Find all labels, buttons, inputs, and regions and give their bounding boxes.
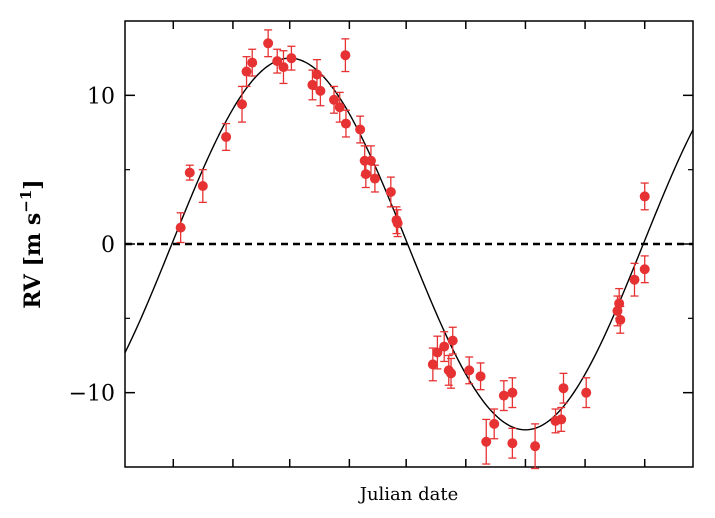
data-point: [439, 331, 450, 363]
data-marker: [385, 186, 396, 197]
data-marker: [530, 441, 541, 452]
data-marker: [355, 124, 366, 135]
data-marker: [639, 264, 650, 275]
y-axis-title: RV [m s−1]: [17, 179, 46, 308]
y-axis-title-sup: −1: [17, 190, 35, 213]
data-point: [175, 212, 186, 244]
data-marker: [447, 335, 458, 346]
data-point: [247, 48, 258, 77]
data-marker: [556, 414, 567, 425]
data-marker: [360, 169, 371, 180]
data-point: [481, 418, 492, 465]
data-point: [237, 85, 248, 123]
data-marker: [340, 50, 351, 61]
data-point: [184, 164, 195, 181]
data-marker: [446, 368, 457, 379]
data-point: [556, 406, 567, 432]
data-point: [432, 335, 443, 370]
data-point: [530, 423, 541, 470]
data-point: [581, 377, 592, 409]
data-marker: [489, 418, 500, 429]
data-marker: [184, 167, 195, 178]
data-marker: [237, 99, 248, 110]
data-marker: [272, 56, 283, 67]
data-point: [392, 209, 403, 238]
data-point: [355, 115, 366, 144]
data-marker: [315, 85, 326, 96]
data-point: [498, 380, 509, 412]
data-marker: [481, 436, 492, 447]
data-point: [278, 50, 289, 85]
data-point: [241, 56, 252, 88]
data-point: [365, 145, 376, 177]
data-point: [464, 356, 475, 385]
data-point: [221, 122, 232, 151]
model-curve: [124, 57, 694, 431]
data-marker: [507, 438, 518, 449]
data-marker: [581, 387, 592, 398]
data-marker: [307, 79, 318, 90]
data-point: [507, 427, 518, 459]
data-point: [263, 29, 274, 58]
data-marker: [639, 191, 650, 202]
data-marker: [263, 38, 274, 49]
data-marker: [498, 390, 509, 401]
data-point: [639, 182, 650, 211]
data-point: [629, 262, 640, 297]
data-point: [475, 362, 486, 391]
data-marker: [439, 341, 450, 352]
x-axis-title: Julian date: [358, 484, 459, 505]
y-tick-label: −10: [69, 382, 115, 407]
data-marker: [221, 131, 232, 142]
data-marker: [558, 383, 569, 394]
data-point: [369, 164, 380, 193]
data-marker: [278, 62, 289, 73]
data-marker: [507, 387, 518, 398]
data-point: [286, 45, 297, 71]
data-point: [340, 109, 351, 138]
data-point: [447, 326, 458, 355]
data-point: [446, 357, 457, 389]
data-point: [615, 305, 626, 334]
data-point: [340, 38, 351, 73]
data-marker: [365, 155, 376, 166]
data-marker: [340, 118, 351, 129]
data-point: [558, 372, 569, 404]
data-point: [272, 48, 283, 74]
data-marker: [369, 173, 380, 184]
data-marker: [241, 66, 252, 77]
y-tick-label: 10: [87, 84, 115, 109]
data-marker: [197, 181, 208, 192]
data-marker: [427, 359, 438, 370]
data-marker: [329, 94, 340, 105]
data-marker: [432, 347, 443, 358]
y-axis-title-end: ]: [20, 179, 46, 189]
data-marker: [464, 365, 475, 376]
y-tick-label: 0: [101, 233, 115, 258]
data-point: [329, 85, 340, 114]
data-point: [197, 169, 208, 204]
data-marker: [475, 371, 486, 382]
y-axis-title-main: RV [m s: [20, 213, 46, 309]
data-point: [507, 377, 518, 409]
data-point: [489, 408, 500, 440]
data-point: [315, 75, 326, 107]
data-marker: [392, 218, 403, 229]
data-marker: [311, 69, 322, 80]
data-marker: [175, 222, 186, 233]
data-marker: [286, 53, 297, 64]
data-points: [175, 29, 650, 470]
data-marker: [247, 57, 258, 68]
data-point: [639, 255, 650, 284]
data-marker: [615, 314, 626, 325]
y-tick-labels: −10 0 10: [69, 84, 115, 406]
data-marker: [629, 274, 640, 285]
data-point: [385, 176, 396, 208]
